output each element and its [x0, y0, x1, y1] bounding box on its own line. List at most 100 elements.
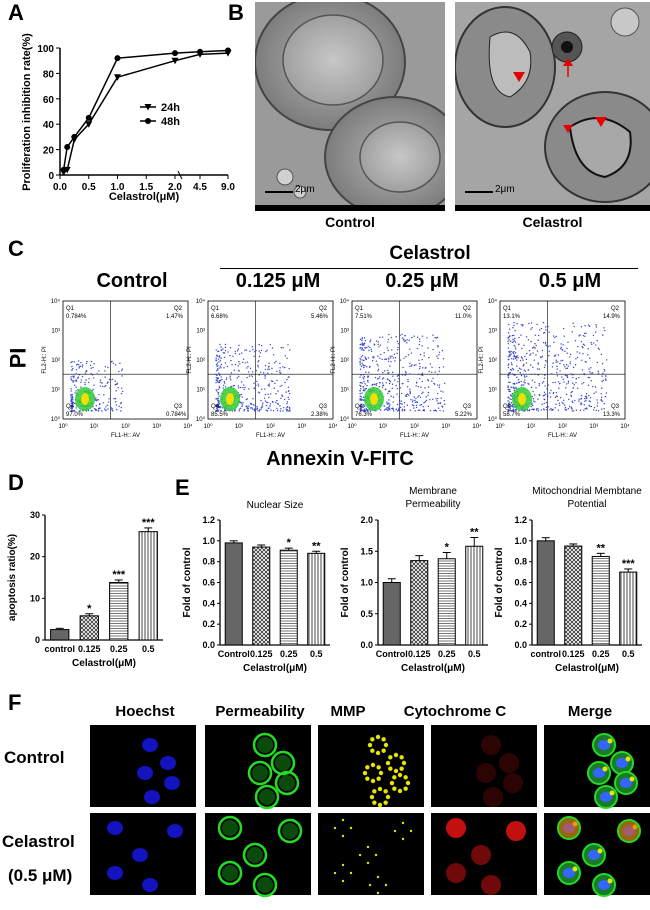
- flow-dot: [507, 347, 509, 349]
- flow-dot: [564, 374, 567, 377]
- flow-dot: [238, 408, 241, 410]
- flow-dot: [440, 390, 442, 392]
- flow-dot: [583, 409, 585, 412]
- flow-dot: [361, 337, 364, 339]
- flow-dot: [92, 388, 94, 391]
- flow-dot: [603, 327, 605, 329]
- flow-dot: [520, 324, 522, 326]
- mmp-dot: [358, 853, 362, 857]
- flow-y-tick: 10⁴: [196, 298, 206, 305]
- flow-dot: [232, 355, 234, 357]
- flow-dot: [396, 387, 399, 390]
- bar-3: [465, 545, 484, 646]
- flow-dot: [536, 409, 538, 411]
- flow-dot: [222, 352, 225, 354]
- flow-q1-label: Q1: [211, 306, 220, 312]
- flow-dot: [415, 381, 418, 384]
- flow-dot: [512, 352, 515, 355]
- flow-dot: [508, 328, 511, 330]
- flow-dot: [288, 392, 291, 395]
- flow-dot: [519, 372, 522, 374]
- flow-dot: [377, 343, 379, 346]
- flow-dot: [107, 401, 110, 403]
- flow-dot: [409, 390, 411, 392]
- flow-dot: [111, 408, 113, 410]
- celastrol-group-line: [220, 268, 638, 269]
- flow-dot: [538, 394, 541, 397]
- flow-x-tick: 10³: [152, 424, 161, 430]
- flow-dot: [597, 410, 600, 412]
- cell-green: [242, 842, 268, 868]
- flow-dot: [580, 398, 582, 400]
- flow-dot: [562, 327, 565, 330]
- flow-dot: [388, 408, 391, 410]
- flow-dot: [413, 364, 416, 366]
- flow-dot: [511, 334, 514, 337]
- flow-dot: [508, 397, 510, 399]
- flow-dot: [114, 384, 117, 386]
- flow-dot: [416, 336, 419, 339]
- bar-significance: *: [87, 603, 92, 615]
- flow-dot: [511, 358, 513, 360]
- bar-y-label: Fold of control: [494, 547, 505, 617]
- flow-dot: [216, 397, 219, 400]
- a-legend-48h: 48h: [161, 116, 180, 128]
- flow-dot: [361, 347, 364, 349]
- flow-dot: [576, 356, 579, 359]
- flow-dot: [436, 336, 439, 339]
- flow-dot: [415, 404, 418, 406]
- flow-dot: [600, 353, 603, 356]
- flow-dot: [387, 378, 389, 381]
- micro-1-perm: [205, 813, 311, 898]
- bar-2: [591, 555, 610, 646]
- flow-dot: [531, 403, 533, 406]
- flow-dot: [361, 392, 363, 394]
- flow-dot: [572, 410, 575, 412]
- panel-letter-e: E: [175, 475, 190, 500]
- flow-dot: [529, 364, 532, 366]
- flow-dot: [520, 374, 523, 377]
- flow-dot: [541, 349, 544, 352]
- flow-dot: [102, 385, 104, 388]
- flow-dot: [532, 397, 535, 400]
- flow-dot: [510, 362, 513, 364]
- flow-dot: [520, 334, 522, 336]
- flow-dot: [389, 355, 391, 357]
- flow-dense-center: [518, 393, 526, 405]
- flow-dot: [534, 343, 536, 345]
- flow-dot: [284, 366, 286, 369]
- flow-dot: [597, 372, 600, 374]
- flow-dot: [277, 403, 279, 405]
- flow-dot: [550, 389, 552, 392]
- flow-dot: [422, 367, 424, 369]
- flow-dot: [555, 359, 557, 361]
- flow-dot: [442, 366, 445, 368]
- flow-dot: [224, 343, 227, 346]
- flow-dot: [591, 372, 594, 374]
- flow-dot: [382, 382, 384, 384]
- flow-dot: [378, 385, 381, 388]
- flow-dot: [514, 337, 516, 340]
- flow-dot: [120, 392, 123, 395]
- flow-dot: [571, 331, 573, 333]
- flow-dot: [365, 371, 367, 373]
- flow-dot: [431, 398, 434, 400]
- flow-dot: [84, 381, 86, 384]
- bar-2: [109, 582, 129, 641]
- flow-dot: [364, 339, 367, 342]
- flow-dot: [533, 400, 535, 402]
- flow-dot: [364, 347, 366, 349]
- nucleus-blue: [142, 738, 158, 752]
- flow-dot: [239, 386, 242, 389]
- flow-dot: [257, 383, 260, 385]
- flow-dot: [363, 410, 365, 412]
- flow-dot: [85, 362, 88, 365]
- flow-dot: [406, 395, 408, 398]
- flow-dot: [547, 345, 549, 348]
- flow-dot: [264, 368, 267, 371]
- flow-dot: [582, 346, 584, 349]
- flow-dot: [432, 377, 434, 379]
- flow-dot: [247, 407, 250, 409]
- flow-dot: [217, 404, 220, 406]
